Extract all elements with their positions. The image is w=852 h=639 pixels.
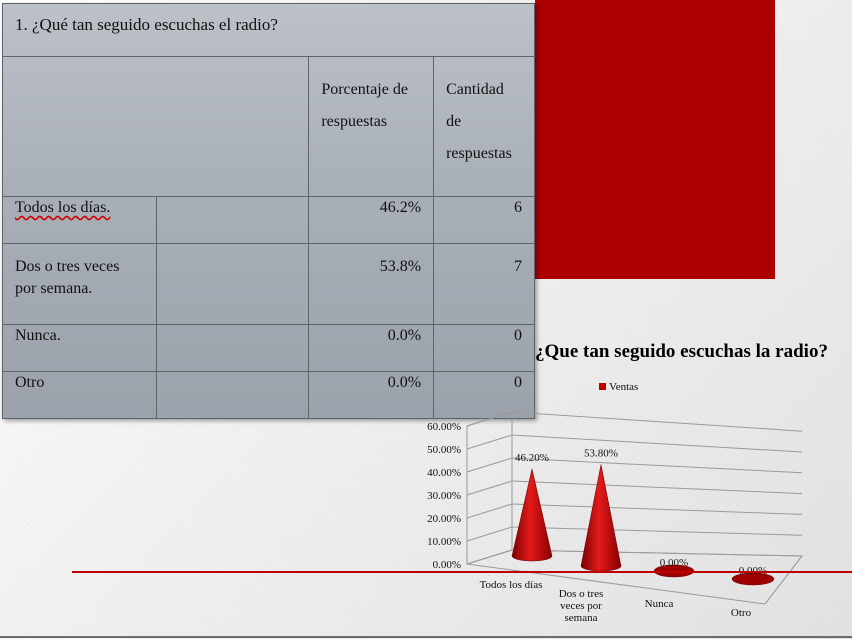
legend-swatch (599, 383, 606, 390)
y-tick-label: 10.00% (427, 536, 461, 548)
gridline-side (466, 457, 513, 473)
row-empty-cell (156, 324, 310, 372)
header-empty-cell (1, 56, 310, 197)
row-empty-cell (156, 243, 310, 325)
row-label: Dos o tres veces por semana. (1, 243, 158, 325)
x-tick-label: Nunca (645, 598, 674, 610)
red-divider-line (72, 571, 852, 573)
data-label: 53.80% (584, 448, 618, 460)
header-percent: Porcentaje de respuestas (308, 56, 435, 197)
x-axis-tick-labels: Todos los días Dos o tres veces por semana N… (480, 579, 752, 624)
x-tick-label: Otro (731, 607, 752, 619)
gridline-back (511, 411, 803, 432)
y-tick-label: 60.00% (427, 421, 461, 433)
row-count: 0 (433, 324, 535, 372)
x-tick-label: Dos o tres veces por semana (559, 588, 604, 624)
gridline-back (511, 480, 803, 495)
row-label: Todos los días. (1, 196, 158, 244)
y-tick-label: 50.00% (427, 444, 461, 456)
row-empty-cell (156, 371, 310, 419)
bottom-border (0, 636, 852, 638)
table-row: Nunca. 0.0% 0 (1, 324, 535, 372)
x-tick-label: Todos los días (480, 579, 543, 591)
cone-mark (580, 464, 622, 572)
table-row: Todos los días. 46.2% 6 (1, 196, 535, 244)
row-percent: 0.0% (308, 371, 435, 419)
chart-title: ¿Que tan seguido escuchas la radio? (535, 341, 828, 362)
gridline-side (466, 480, 513, 496)
gridline-side (466, 411, 513, 427)
y-tick-label: 30.00% (427, 490, 461, 502)
chart-gridlines (466, 411, 803, 565)
y-axis-tick-labels: 0.00% 10.00% 20.00% 30.00% 40.00% 50.00% 60.00… (427, 421, 461, 571)
cone-mark (731, 572, 775, 586)
table-title: 1. ¿Qué tan seguido escuchas el radio? (2, 3, 535, 57)
row-count: 7 (433, 243, 535, 325)
cone-mark (511, 468, 553, 562)
gridline-side (466, 503, 513, 519)
table-row: Otro 0.0% 0 (1, 371, 535, 419)
y-tick-label: 40.00% (427, 467, 461, 479)
chart-cones (511, 464, 775, 586)
data-label: 46.20% (515, 452, 549, 464)
row-percent: 0.0% (308, 324, 435, 372)
gridline-side (466, 549, 513, 565)
gridline-back (511, 549, 803, 557)
data-label: 0.00% (660, 557, 688, 569)
chart-legend: Ventas (599, 381, 638, 393)
row-count: 0 (433, 371, 535, 419)
header-count: Cantidad de respuestas (433, 56, 535, 197)
gridline-side (466, 526, 513, 542)
table-row: Dos o tres veces por semana. 53.8% 7 (1, 243, 535, 325)
gridline-back (511, 526, 803, 536)
legend-label: Ventas (609, 381, 638, 393)
gridline-side (466, 434, 513, 450)
red-decorative-block (535, 0, 775, 279)
gridline-back (511, 457, 803, 474)
row-label: Otro (1, 371, 158, 419)
gridline-back (511, 434, 803, 453)
gridline-back (511, 503, 803, 515)
floor-edge (764, 555, 803, 605)
survey-table: 1. ¿Qué tan seguido escuchas el radio? P… (1, 3, 535, 419)
chart-data-labels: 46.20%53.80%0.00%0.00% (515, 448, 767, 577)
y-tick-label: 0.00% (433, 559, 461, 571)
row-label: Nunca. (1, 324, 158, 372)
row-empty-cell (156, 196, 310, 244)
y-tick-label: 20.00% (427, 513, 461, 525)
